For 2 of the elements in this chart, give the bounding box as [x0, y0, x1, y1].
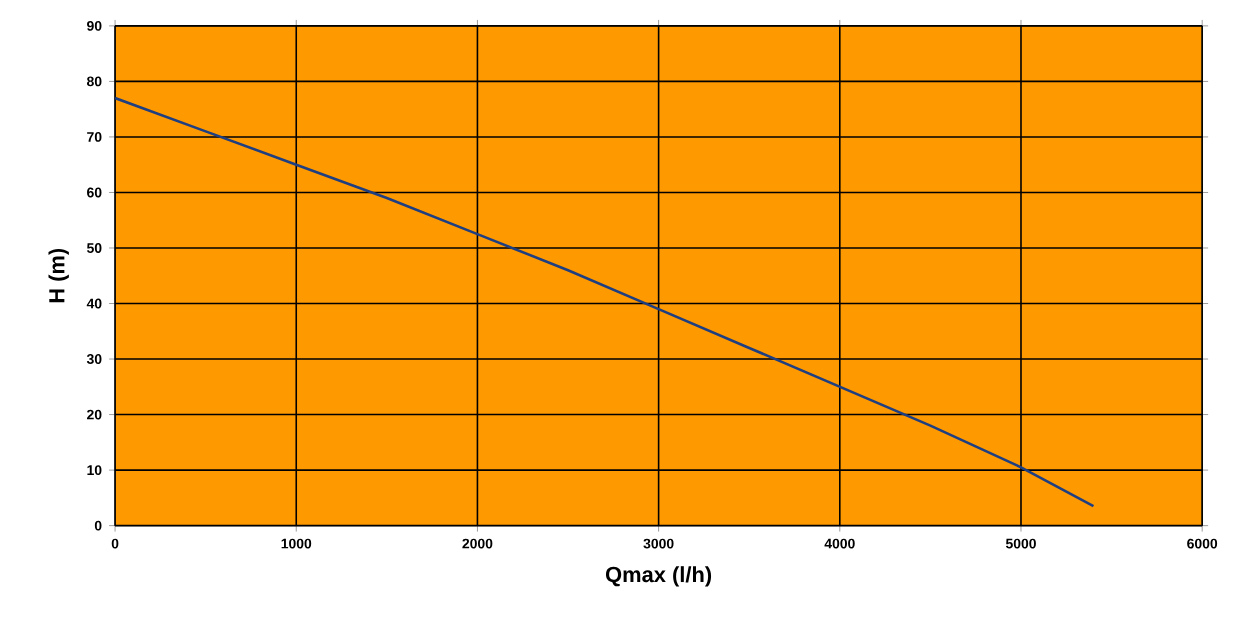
x-axis-title: Qmax (l/h) — [605, 566, 712, 588]
y-axis-title: H (m) — [48, 249, 69, 303]
